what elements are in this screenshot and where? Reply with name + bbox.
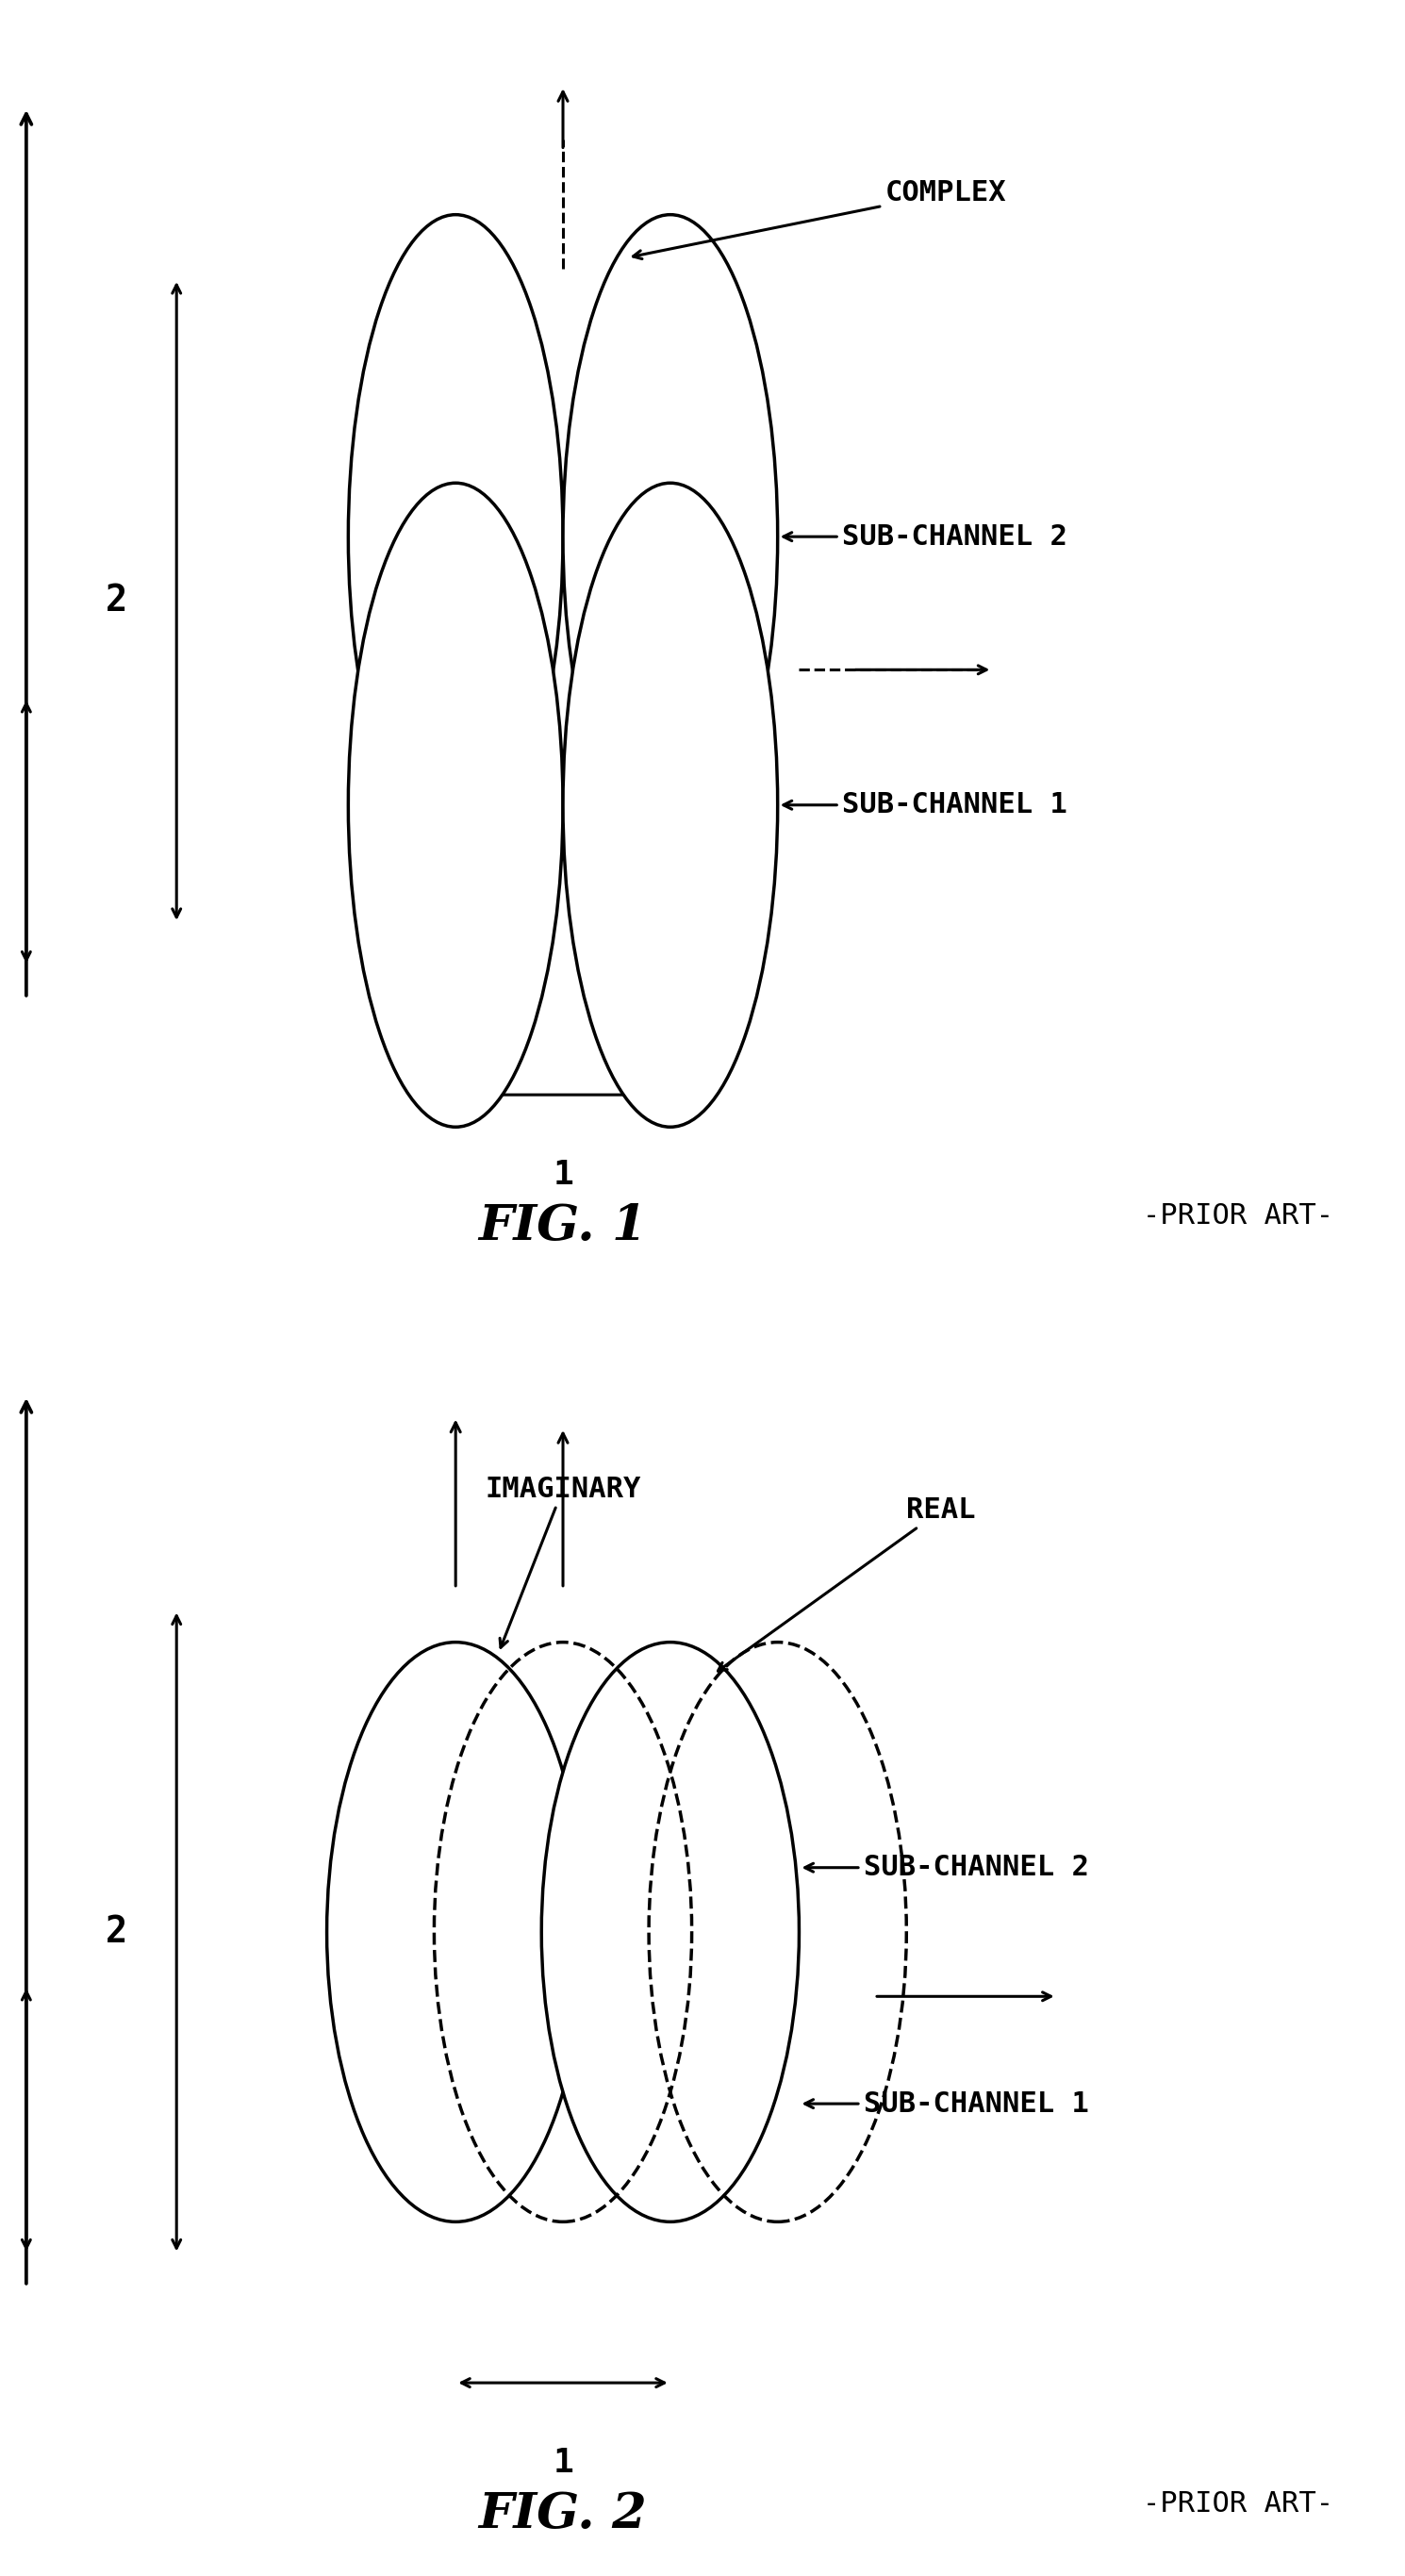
Text: COMPLEX: COMPLEX	[634, 180, 1006, 258]
Text: SUB-CHANNEL 2: SUB-CHANNEL 2	[805, 1855, 1089, 1880]
Text: 1: 1	[552, 1159, 573, 1190]
Text: IMAGINARY: IMAGINARY	[485, 1476, 641, 1649]
Ellipse shape	[348, 214, 563, 858]
Ellipse shape	[563, 484, 777, 1128]
Text: 1: 1	[552, 2447, 573, 2478]
Text: 2: 2	[105, 582, 128, 618]
Ellipse shape	[327, 1643, 584, 2221]
Text: -PRIOR ART-: -PRIOR ART-	[1142, 2491, 1333, 2517]
Text: SUB-CHANNEL 2: SUB-CHANNEL 2	[784, 523, 1068, 551]
Text: 2: 2	[105, 1914, 128, 1950]
Text: SUB-CHANNEL 1: SUB-CHANNEL 1	[784, 791, 1068, 819]
Text: FIG. 1: FIG. 1	[479, 1203, 648, 1249]
Ellipse shape	[563, 214, 777, 858]
Ellipse shape	[541, 1643, 799, 2221]
Text: -PRIOR ART-: -PRIOR ART-	[1142, 1203, 1333, 1229]
Text: REAL: REAL	[718, 1497, 975, 1672]
Text: SUB-CHANNEL 1: SUB-CHANNEL 1	[805, 2089, 1089, 2117]
Ellipse shape	[348, 484, 563, 1128]
Text: FIG. 2: FIG. 2	[479, 2491, 648, 2537]
